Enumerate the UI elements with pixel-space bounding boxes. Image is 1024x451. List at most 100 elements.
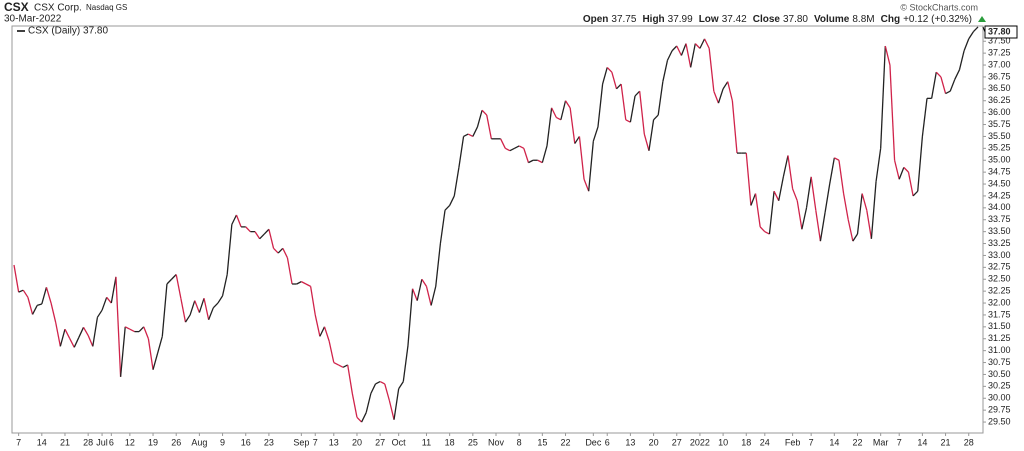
y-tick-label: 36.75 bbox=[988, 71, 1011, 81]
price-segment bbox=[685, 43, 692, 68]
price-segment bbox=[764, 231, 770, 235]
price-segment bbox=[13, 264, 20, 293]
price-segment bbox=[819, 212, 826, 242]
price-segment bbox=[41, 287, 48, 305]
price-segment bbox=[476, 110, 483, 128]
price-segment bbox=[458, 136, 465, 168]
plot-frame bbox=[11, 25, 984, 434]
price-segment bbox=[690, 43, 696, 68]
price-segment bbox=[717, 88, 724, 104]
price-segment bbox=[754, 193, 761, 227]
price-segment bbox=[958, 50, 965, 70]
price-segment bbox=[472, 126, 479, 137]
price-segment bbox=[342, 364, 348, 368]
price-segment bbox=[537, 159, 543, 164]
price-segment bbox=[161, 283, 168, 337]
x-tick-label: Mar bbox=[873, 437, 889, 447]
price-segment bbox=[838, 160, 845, 194]
price-segment bbox=[101, 297, 108, 311]
y-tick-label: 35.25 bbox=[988, 143, 1011, 153]
price-segment bbox=[439, 210, 446, 244]
price-segment bbox=[286, 257, 293, 285]
price-segment bbox=[231, 214, 238, 225]
price-segment bbox=[119, 326, 126, 377]
x-tick-label: 11 bbox=[422, 437, 431, 447]
x-tick-label: 9 bbox=[220, 437, 225, 447]
x-tick-label: 16 bbox=[241, 437, 251, 447]
price-segment bbox=[208, 307, 214, 320]
price-segment bbox=[940, 76, 947, 94]
price-segment bbox=[861, 193, 868, 211]
exchange: Nasdaq GS bbox=[86, 3, 127, 12]
price-segment bbox=[954, 69, 961, 80]
price-segment bbox=[509, 147, 515, 152]
x-tick-label: 7 bbox=[313, 437, 318, 447]
price-segment bbox=[870, 181, 877, 239]
price-segment bbox=[546, 107, 553, 147]
price-segment bbox=[583, 179, 590, 192]
price-segment bbox=[435, 243, 442, 287]
price-segment bbox=[972, 26, 979, 33]
price-segment bbox=[78, 327, 85, 338]
price-segment bbox=[27, 297, 34, 315]
date: 30-Mar-2022 bbox=[4, 14, 62, 25]
y-tick-label: 32.75 bbox=[988, 262, 1011, 272]
price-segment bbox=[796, 200, 803, 230]
x-tick-label: 20 bbox=[352, 437, 362, 447]
price-segment bbox=[453, 167, 460, 197]
y-tick-label: 34.25 bbox=[988, 190, 1011, 200]
price-segment bbox=[212, 302, 219, 309]
price-segment bbox=[847, 219, 854, 242]
quote-value: 8.8M bbox=[852, 14, 874, 25]
price-segment bbox=[305, 283, 311, 287]
price-segment bbox=[801, 207, 808, 230]
price-segment bbox=[375, 381, 381, 385]
price-segment bbox=[759, 226, 766, 233]
price-segment bbox=[314, 314, 321, 337]
y-tick-label: 35.50 bbox=[988, 131, 1011, 141]
y-tick-label: 32.00 bbox=[988, 297, 1011, 307]
price-segment bbox=[92, 317, 99, 347]
price-segment bbox=[514, 145, 520, 149]
price-segment bbox=[611, 72, 618, 90]
quote-value: +0.12 (+0.32%) bbox=[903, 14, 972, 25]
price-segment bbox=[560, 100, 567, 120]
price-segment bbox=[106, 296, 112, 304]
price-segment bbox=[73, 337, 80, 348]
x-tick-label: Oct bbox=[392, 437, 407, 447]
y-tick-label: 37.25 bbox=[988, 48, 1011, 58]
price-segment bbox=[203, 298, 210, 320]
price-segment bbox=[226, 224, 233, 275]
price-segment bbox=[634, 90, 641, 97]
price-segment bbox=[180, 298, 187, 323]
x-tick-label: 13 bbox=[625, 437, 635, 447]
y-tick-label: 34.00 bbox=[988, 202, 1011, 212]
price-segment bbox=[968, 31, 974, 40]
price-segment bbox=[625, 119, 631, 123]
price-segment bbox=[152, 352, 159, 370]
price-segment bbox=[903, 166, 909, 173]
x-tick-label: 2022 bbox=[690, 437, 710, 447]
price-segment bbox=[694, 43, 701, 49]
price-segment bbox=[866, 210, 873, 239]
x-tick-label: Aug bbox=[191, 437, 207, 447]
price-segment bbox=[82, 326, 89, 336]
price-segment bbox=[745, 153, 752, 206]
last-value-box bbox=[984, 25, 1018, 39]
price-segment bbox=[676, 45, 682, 56]
price-segment bbox=[889, 65, 896, 161]
price-segment bbox=[787, 155, 794, 189]
price-segment bbox=[703, 38, 710, 49]
price-segment bbox=[296, 281, 302, 285]
x-tick-label: 23 bbox=[264, 437, 274, 447]
quote-label: Low bbox=[699, 14, 719, 25]
y-tick-label: 37.50 bbox=[988, 36, 1011, 46]
price-segment bbox=[356, 416, 363, 423]
price-segment bbox=[662, 60, 669, 82]
price-segment bbox=[722, 81, 729, 90]
price-segment bbox=[588, 141, 594, 192]
price-segment bbox=[273, 247, 279, 254]
price-segment bbox=[129, 328, 135, 333]
price-segment bbox=[175, 274, 182, 299]
